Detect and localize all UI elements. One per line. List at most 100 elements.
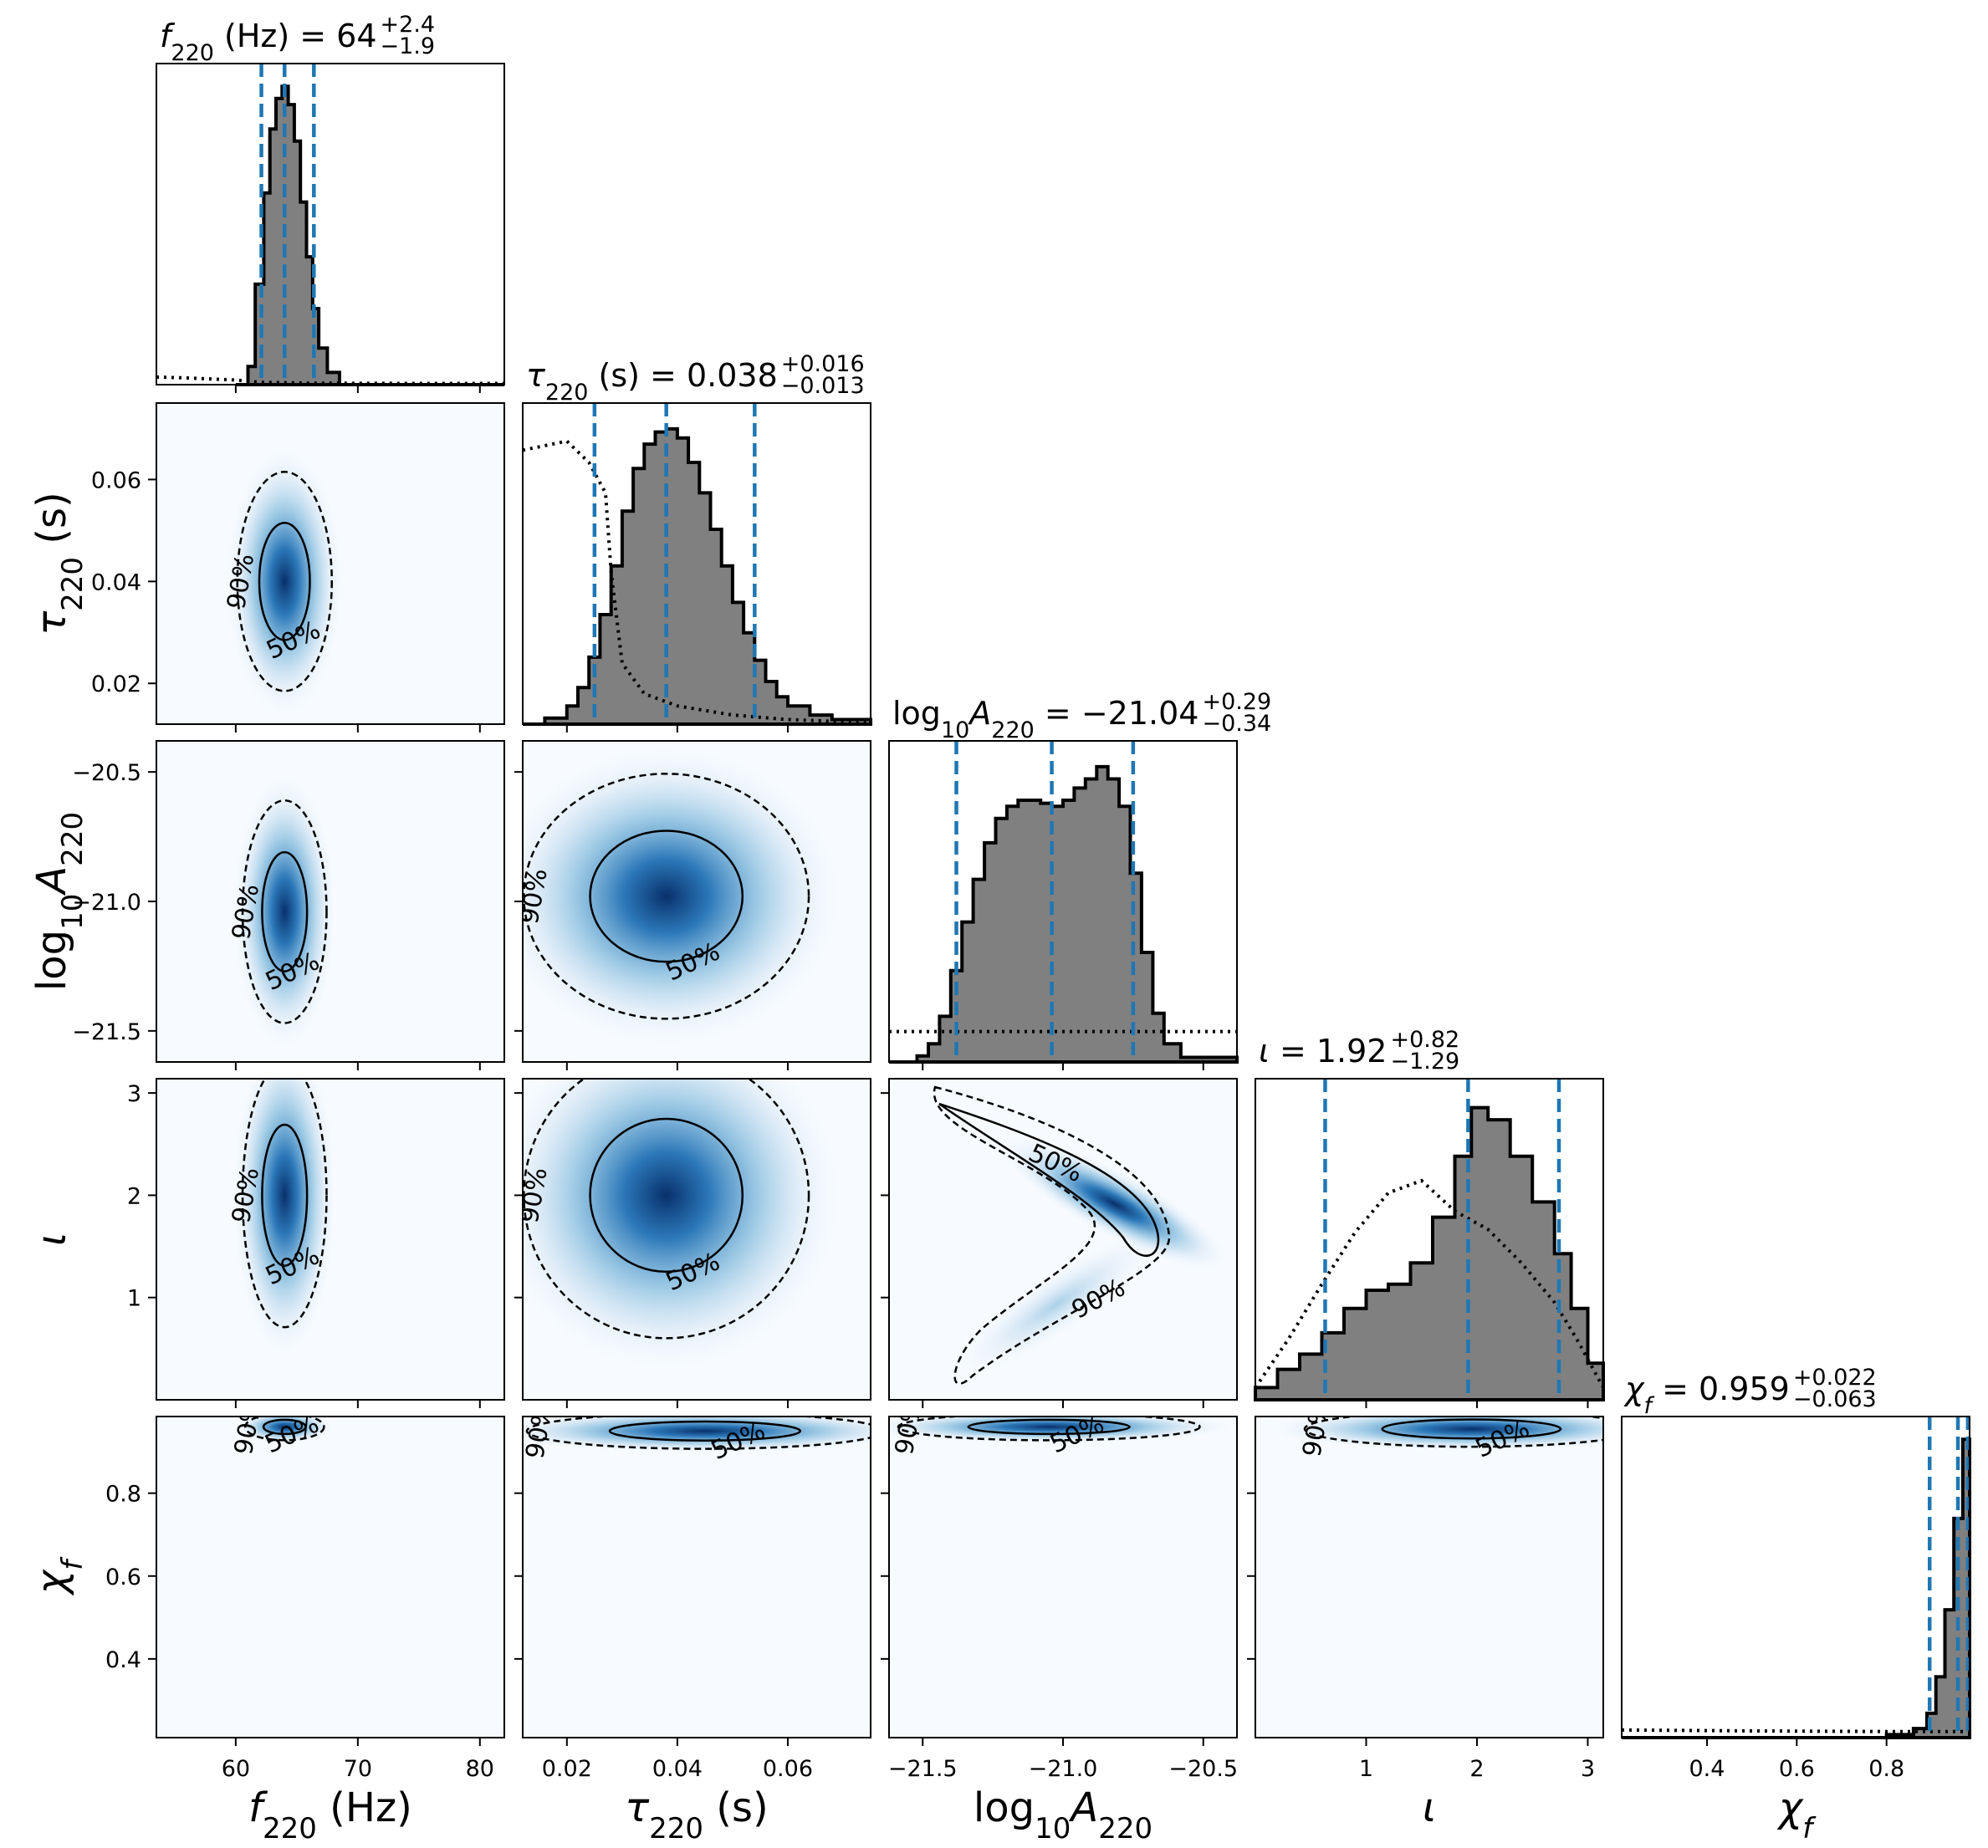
panel-title: χf = 0.959 +0.022−0.063 [1623, 1365, 1877, 1419]
contour-50 [967, 1418, 1131, 1436]
panel-background [1622, 1417, 1970, 1738]
contour-90 [1303, 1417, 1603, 1448]
contour-50 [261, 850, 309, 972]
density-panel-log10A220-chi_f: 50%90% [888, 1416, 1238, 1738]
contour-50 [938, 1102, 1160, 1257]
histogram-panel-f220: f220 (Hz) = 64 +2.4−1.9 [156, 12, 505, 386]
y-tick-label: −20.5 [72, 760, 141, 786]
contour-90 [236, 471, 334, 692]
upper-error: +0.022 [1793, 1365, 1877, 1391]
histogram-panel-log10A220: log10A220 = −21.04 +0.29−0.34 [888, 689, 1271, 1064]
y-tick-label: 0.02 [91, 671, 141, 697]
density-layer: 50%90% [227, 777, 335, 1047]
y-tick-label: −21.5 [72, 1019, 141, 1045]
panel-frame [522, 1078, 871, 1401]
histogram-panel-chi_f: χf = 0.959 +0.022−0.063 [1621, 1365, 1971, 1739]
x-tick-label: 0.04 [652, 1756, 703, 1782]
x-tick-label: 60 [222, 1756, 250, 1782]
x-tick-label: 0.06 [763, 1756, 813, 1782]
lower-error: −0.013 [781, 373, 865, 399]
contour-50 [258, 521, 311, 641]
y-axis-label-log10A220: log10A220 [28, 812, 89, 991]
y-tick-label: 0.8 [105, 1482, 141, 1508]
y-tick-label: 1 [127, 1286, 141, 1312]
density-layer: 50%90% [523, 1079, 839, 1369]
title-text: ι = 1.92 [1259, 1033, 1387, 1069]
contour-90 [241, 1079, 328, 1329]
panel-title: log10A220 = −21.04 +0.29−0.34 [892, 689, 1271, 743]
density-panel-f220-log10A220: 50%90% [156, 740, 505, 1063]
title-text: log10A220 = −21.04 [892, 695, 1198, 743]
panel-frame [156, 1078, 505, 1401]
posterior-histogram [235, 84, 504, 386]
y-tick-label: 0.4 [105, 1647, 141, 1673]
x-tick-label: 1 [1359, 1756, 1373, 1782]
posterior-histogram [1254, 1105, 1605, 1401]
density-panel-f220-tau220: 50%90% [156, 402, 505, 725]
y-axis-label-tau220: τ220 (s) [28, 492, 89, 636]
density-panel-iota-chi_f: 50%90% [1255, 1416, 1604, 1738]
density-layer: 50%90% [222, 448, 342, 714]
y-axis-label-iota: ι [28, 1233, 75, 1246]
x-tick-label: −21.0 [1029, 1756, 1098, 1782]
upper-error: +0.29 [1202, 689, 1271, 715]
x-tick-label: 70 [344, 1756, 372, 1782]
lower-error: −0.34 [1202, 711, 1271, 737]
y-tick-label: −21.0 [72, 890, 141, 916]
contour-90 [523, 1079, 810, 1340]
density-panel-f220-chi_f: 50%90% [156, 1416, 505, 1738]
panel-background [1255, 1417, 1603, 1738]
x-tick-label: 0.6 [1779, 1756, 1815, 1782]
density-blob [233, 1079, 335, 1355]
panel-title: ι = 1.92 +0.82−1.29 [1259, 1027, 1459, 1075]
y-tick-label: 0.6 [105, 1565, 141, 1590]
density-arm [958, 1138, 1227, 1375]
panel-title: f220 (Hz) = 64 +2.4−1.9 [160, 12, 435, 66]
contour-50 [262, 1418, 307, 1436]
title-text: τ220 (s) = 0.038 [526, 357, 778, 406]
panel-background [889, 1417, 1237, 1738]
density-panel-tau220-chi_f: 50%90% [522, 1416, 871, 1738]
density-blob [233, 777, 335, 1047]
density-blob [523, 748, 839, 1044]
lower-error: −1.9 [381, 33, 436, 59]
y-tick-label: 0.04 [91, 569, 141, 595]
x-tick-label: 0.8 [1868, 1756, 1904, 1782]
y-tick-label: 0.06 [91, 467, 141, 493]
x-tick-label: 80 [466, 1756, 494, 1782]
panel-frame [156, 1416, 505, 1738]
panel-frame [1621, 1416, 1970, 1738]
upper-error: +0.82 [1390, 1027, 1459, 1053]
x-tick-label: 0.02 [542, 1756, 592, 1782]
panel-background [156, 1417, 504, 1738]
lower-error: −1.29 [1390, 1049, 1459, 1075]
x-axis-label-tau220: τ220 (s) [625, 1784, 769, 1845]
contour-50 [608, 1420, 802, 1442]
density-layer: 50%90% [229, 1417, 333, 1459]
x-axis-label-iota: ι [1423, 1784, 1436, 1831]
lower-error: −0.063 [1793, 1386, 1877, 1412]
panel-background [523, 1417, 871, 1738]
y-tick-label: 2 [127, 1183, 141, 1209]
contour-50 [589, 830, 744, 963]
x-axis-label-log10A220: log10A220 [974, 1784, 1152, 1845]
contour-90 [241, 799, 328, 1024]
x-tick-label: 2 [1469, 1756, 1484, 1782]
contour-50 [1381, 1418, 1562, 1440]
x-tick-label: 0.4 [1689, 1756, 1725, 1782]
density-blob [227, 448, 342, 714]
upper-error: +0.016 [781, 351, 865, 377]
panel-background [156, 64, 504, 385]
panel-frame [156, 63, 505, 385]
prior-curve [522, 439, 871, 725]
panel-frame [522, 402, 871, 725]
title-text: f220 (Hz) = 64 [160, 18, 377, 66]
density-layer: 50%90% [933, 1085, 1227, 1385]
upper-error: +2.4 [381, 12, 436, 38]
density-panel-tau220-log10A220: 50%90% [522, 740, 871, 1063]
density-panel-tau220-iota: 50%90% [522, 1078, 871, 1401]
panel-frame [522, 1416, 871, 1738]
density-blob [1003, 1138, 1227, 1270]
density-blob [958, 1234, 1155, 1375]
